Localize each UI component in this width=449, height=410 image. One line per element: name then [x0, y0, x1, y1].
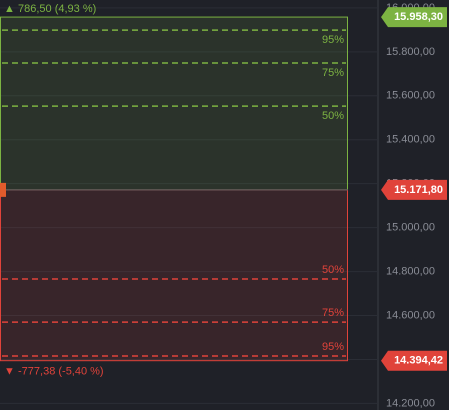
- price-tag: [381, 7, 447, 28]
- y-tick-label: 15.600,00: [386, 90, 435, 102]
- change-label: 786,50 (4,93 %): [18, 3, 96, 15]
- level-label: 75%: [322, 307, 344, 319]
- level-label: 50%: [322, 264, 344, 276]
- entry-marker: [0, 182, 6, 197]
- y-tick-label: 15.800,00: [386, 46, 435, 58]
- level-label: 50%: [322, 110, 344, 122]
- y-tick-label: 14.200,00: [386, 397, 435, 409]
- price-tag-label: 15.958,30: [394, 11, 443, 23]
- y-tick-label: 15.000,00: [386, 222, 435, 234]
- y-tick-label: 14.800,00: [386, 265, 435, 277]
- change-label: -777,38 (-5,40 %): [18, 366, 104, 378]
- level-label: 75%: [322, 67, 344, 79]
- entry-tag-label: 15.171,80: [394, 184, 443, 196]
- level-label: 95%: [322, 34, 344, 46]
- lower-zone: [0, 189, 348, 362]
- price-tag-label: 14.394,42: [394, 355, 443, 367]
- entry-tag: [381, 179, 447, 200]
- change-arrow: ▲: [4, 3, 15, 15]
- level-label: 95%: [322, 341, 344, 353]
- y-tick-label: 15.400,00: [386, 134, 435, 146]
- upper-zone: [0, 16, 348, 191]
- y-tick-label: 14.600,00: [386, 309, 435, 321]
- price-tag: [381, 350, 447, 371]
- change-arrow: ▼: [4, 366, 15, 378]
